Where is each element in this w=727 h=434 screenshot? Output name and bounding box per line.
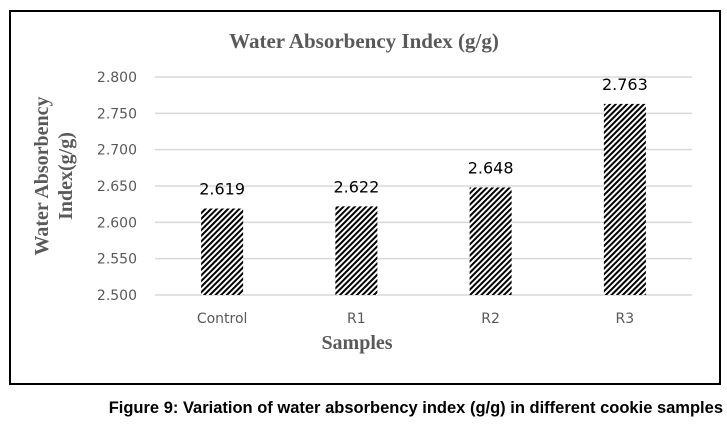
y-tick-label: 2.800 bbox=[97, 70, 137, 86]
caption-text: Figure 9: Variation of water absorbency … bbox=[108, 399, 723, 417]
y-tick-label: 2.500 bbox=[97, 288, 137, 304]
x-tick-label: R3 bbox=[616, 311, 635, 327]
chart-title: Water Absorbency Index (g/g) bbox=[229, 29, 499, 53]
bars bbox=[201, 103, 646, 296]
bar-chart: Water Absorbency Index (g/g) 2.5002.5502… bbox=[31, 29, 692, 354]
y-axis-label-line-2: Index(g/g) bbox=[55, 132, 77, 220]
y-tick-labels: 2.500 2.550 2.600 2.650 2.700 2.750 2.800 bbox=[97, 70, 137, 304]
y-axis-label-line-1: Water Absorbency bbox=[31, 96, 53, 255]
y-tick-label: 2.600 bbox=[97, 215, 137, 231]
x-tick-label: R1 bbox=[347, 311, 366, 327]
data-label: 2.763 bbox=[602, 75, 648, 94]
data-label: 2.622 bbox=[333, 177, 379, 196]
x-axis-label: Samples bbox=[321, 332, 392, 354]
bar bbox=[469, 187, 512, 295]
y-tick-label: 2.650 bbox=[97, 179, 137, 195]
x-tick-labels: Control R1 R2 R3 bbox=[197, 311, 634, 327]
x-tick-label: Control bbox=[197, 311, 248, 327]
y-tick-label: 2.750 bbox=[97, 106, 137, 122]
bar bbox=[335, 206, 378, 295]
data-label: 2.619 bbox=[199, 180, 245, 199]
y-tick-label: 2.550 bbox=[97, 252, 137, 268]
y-axis-label: Water Absorbency Index(g/g) bbox=[31, 96, 77, 255]
figure-caption: Figure 9: Variation of water absorbency … bbox=[0, 399, 727, 418]
chart-frame bbox=[9, 10, 721, 385]
x-tick-label: R2 bbox=[481, 311, 500, 327]
data-label: 2.648 bbox=[468, 158, 514, 177]
y-tick-label: 2.700 bbox=[97, 143, 137, 159]
data-labels: 2.619 2.622 2.648 2.763 bbox=[199, 75, 648, 199]
gridlines bbox=[155, 76, 692, 296]
bar bbox=[201, 208, 244, 295]
bar bbox=[603, 103, 646, 296]
